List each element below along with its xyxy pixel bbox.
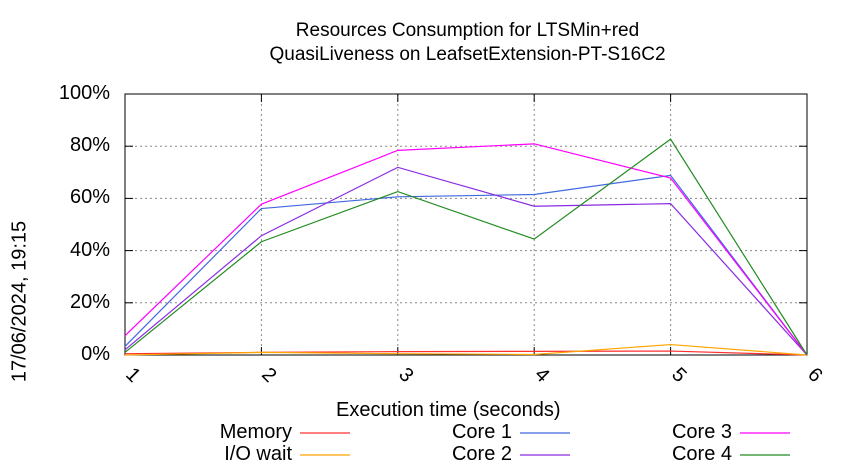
chart-title-line-2: QuasiLiveness on LeafsetExtension-PT-S16…: [269, 44, 666, 65]
legend-label: Core 1: [451, 421, 512, 443]
timestamp: 17/06/2024, 19:15: [8, 220, 31, 383]
legend-label: Core 2: [451, 443, 512, 465]
series-line-i-o-wait: [124, 343, 808, 356]
y-tick-label: 60%: [69, 186, 110, 209]
legend-label: I/O wait: [224, 443, 292, 465]
x-axis-label: Execution time (seconds): [336, 399, 561, 421]
legend-label: Core 3: [671, 421, 732, 443]
y-tick-label: 0%: [81, 343, 110, 365]
series-line-core-2: [124, 166, 808, 356]
y-tick-label: 20%: [69, 290, 110, 313]
legend-label: Core 4: [671, 443, 732, 465]
chart-title-line-1: Resources Consumption for LTSMin+red: [295, 20, 640, 41]
y-tick-label: 100%: [58, 82, 110, 104]
legend-label: Memory: [219, 421, 292, 443]
plot-border: [124, 93, 808, 356]
y-tick-label: 80%: [69, 134, 110, 157]
series-line-core-4: [124, 138, 808, 356]
series-line-core-3: [124, 143, 808, 356]
y-tick-label: 40%: [69, 238, 110, 261]
series-line-core-1: [124, 174, 808, 356]
